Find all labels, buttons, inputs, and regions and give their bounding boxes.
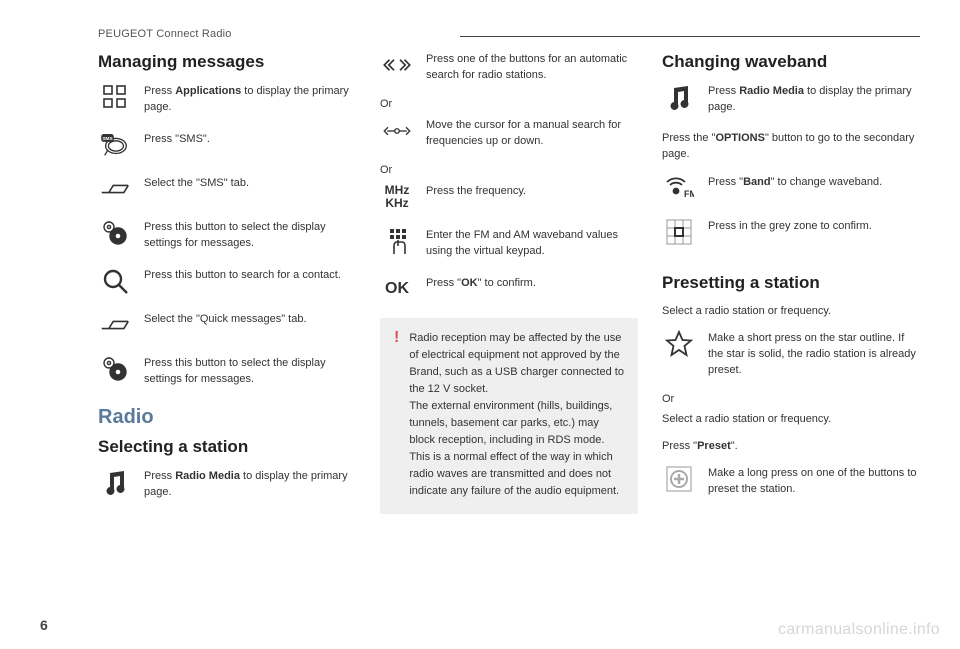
heading-changing-waveband: Changing waveband — [662, 52, 920, 72]
preset-intro: Select a radio station or frequency. — [662, 303, 920, 320]
ok-icon: OK — [380, 274, 414, 304]
item-text: Press the frequency. — [426, 182, 526, 200]
options-line: Press the "OPTIONS" button to go to the … — [662, 130, 920, 163]
item-radio-media: Press Radio Media to display the primary… — [98, 467, 356, 501]
item-band: FM Press "Band" to change waveband. — [662, 173, 920, 203]
preset-press: Press "Preset". — [662, 438, 920, 455]
apps-grid-icon — [98, 82, 132, 112]
item-settings-1: Press this button to select the display … — [98, 218, 356, 252]
item-text: Press one of the buttons for an automati… — [426, 50, 638, 84]
gear-icon — [98, 218, 132, 248]
item-settings-2: Press this button to select the display … — [98, 354, 356, 388]
sms-bubble-icon: SMS — [98, 130, 132, 160]
column-1: Managing messages Press Applications to … — [98, 50, 356, 515]
svg-text:SMS: SMS — [102, 136, 112, 141]
heading-selecting-station: Selecting a station — [98, 437, 356, 457]
item-quick-tab: Select the "Quick messages" tab. — [98, 310, 356, 340]
item-search-contact: Press this button to search for a contac… — [98, 266, 356, 296]
slider-arrows-icon — [380, 116, 414, 146]
item-star: Make a short press on the star outline. … — [662, 329, 920, 379]
item-text: Move the cursor for a manual search for … — [426, 116, 638, 150]
page-number: 6 — [40, 617, 48, 633]
or-label: Or — [380, 164, 638, 176]
header-label: PEUGEOT Connect Radio — [98, 28, 920, 40]
music-note-icon — [662, 82, 696, 112]
columns: Managing messages Press Applications to … — [98, 50, 920, 515]
item-text: Press Radio Media to display the primary… — [144, 467, 356, 501]
item-text: Press this button to select the display … — [144, 218, 356, 252]
or-label: Or — [380, 98, 638, 110]
tab-icon — [98, 310, 132, 340]
item-applications: Press Applications to display the primar… — [98, 82, 356, 116]
item-auto-search: Press one of the buttons for an automati… — [380, 50, 638, 84]
item-text: Make a short press on the star outline. … — [708, 329, 920, 379]
plus-box-icon — [662, 464, 696, 494]
warning-icon: ! — [394, 330, 399, 500]
item-text: Make a long press on one of the buttons … — [708, 464, 920, 498]
mhz-khz-icon: MHzKHz — [380, 182, 414, 212]
fm-antenna-icon: FM — [662, 173, 696, 203]
tab-icon — [98, 174, 132, 204]
item-text: Press "SMS". — [144, 130, 210, 148]
star-icon — [662, 329, 696, 359]
item-text: Press Applications to display the primar… — [144, 82, 356, 116]
double-chevron-icon — [380, 50, 414, 80]
magnifier-icon — [98, 266, 132, 296]
column-2: Press one of the buttons for an automati… — [380, 50, 638, 515]
item-text: Press "OK" to confirm. — [426, 274, 536, 292]
item-text: Press Radio Media to display the primary… — [708, 82, 920, 116]
music-note-icon — [98, 467, 132, 497]
item-sms-tab: Select the "SMS" tab. — [98, 174, 356, 204]
item-ok: OK Press "OK" to confirm. — [380, 274, 638, 304]
grid-zone-icon — [662, 217, 696, 247]
item-text: Select the "SMS" tab. — [144, 174, 249, 192]
item-keypad: Enter the FM and AM waveband values usin… — [380, 226, 638, 260]
item-text: Press "Band" to change waveband. — [708, 173, 882, 191]
item-sms: SMS Press "SMS". — [98, 130, 356, 160]
heading-presetting: Presetting a station — [662, 273, 920, 293]
gear-icon — [98, 354, 132, 384]
heading-managing-messages: Managing messages — [98, 52, 356, 72]
item-plus: Make a long press on one of the buttons … — [662, 464, 920, 498]
item-manual-search: Move the cursor for a manual search for … — [380, 116, 638, 150]
item-frequency: MHzKHz Press the frequency. — [380, 182, 638, 212]
or-label: Or — [662, 393, 920, 405]
item-grey-zone: Press in the grey zone to confirm. — [662, 217, 920, 247]
item-text: Enter the FM and AM waveband values usin… — [426, 226, 638, 260]
keypad-hand-icon — [380, 226, 414, 256]
item-text: Select the "Quick messages" tab. — [144, 310, 307, 328]
notice-text: Radio reception may be affected by the u… — [409, 330, 624, 500]
watermark: carmanualsonline.info — [778, 621, 940, 639]
column-3: Changing waveband Press Radio Media to d… — [662, 50, 920, 515]
item-radio-media-2: Press Radio Media to display the primary… — [662, 82, 920, 116]
preset-intro-2: Select a radio station or frequency. — [662, 411, 920, 428]
svg-text:FM: FM — [684, 189, 694, 199]
heading-radio: Radio — [98, 406, 356, 429]
header-rule — [460, 36, 920, 37]
item-text: Press in the grey zone to confirm. — [708, 217, 872, 235]
item-text: Press this button to select the display … — [144, 354, 356, 388]
item-text: Press this button to search for a contac… — [144, 266, 341, 284]
notice-box: ! Radio reception may be affected by the… — [380, 318, 638, 514]
